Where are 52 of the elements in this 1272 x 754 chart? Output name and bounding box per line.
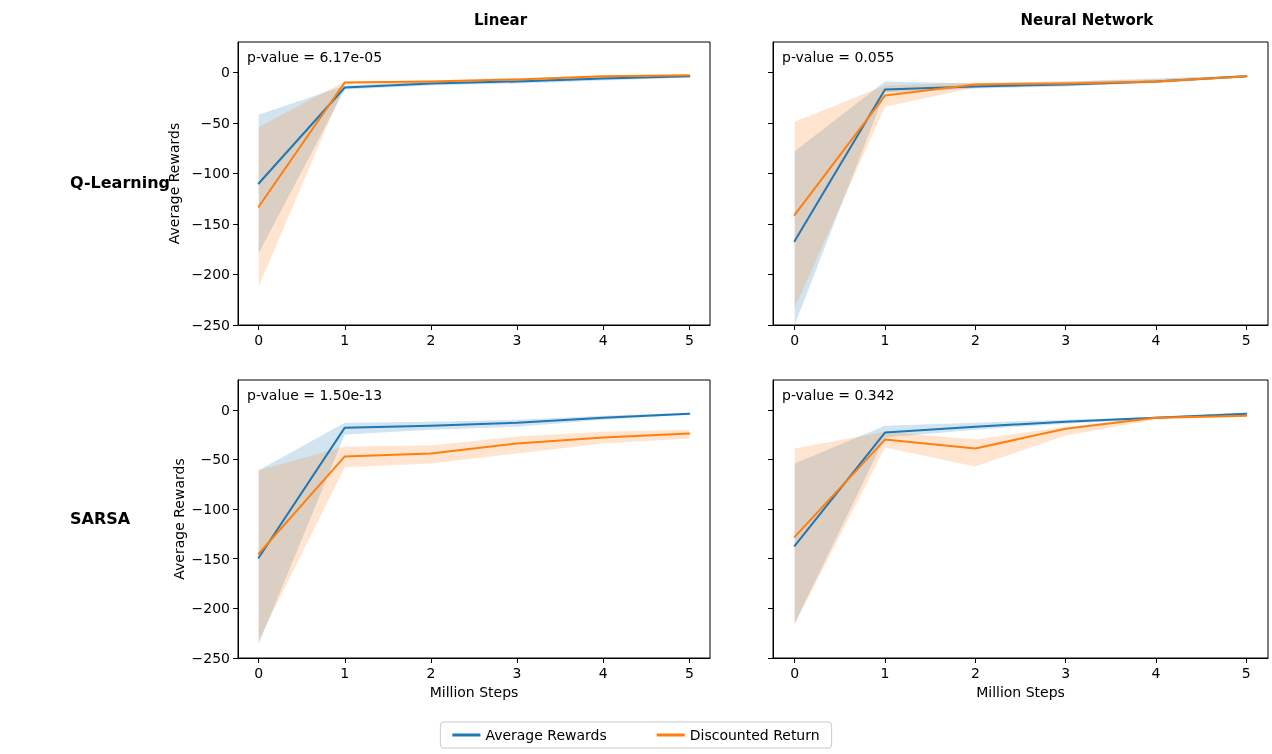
x-tick-label: 3 xyxy=(512,332,522,348)
annotation: p-value = 0.342 xyxy=(782,387,895,403)
x-tick-label: 3 xyxy=(512,665,522,681)
y-axis-title: Average Rewards xyxy=(171,458,187,580)
y-tick-label: 0 xyxy=(221,401,230,418)
x-tick-label: 3 xyxy=(1061,332,1071,348)
x-axis-title: Million Steps xyxy=(429,683,519,700)
x-tick-label: 2 xyxy=(426,332,436,348)
x-tick-label: 0 xyxy=(254,665,264,681)
y-tick-label: −200 xyxy=(191,600,230,617)
x-tick-label: 1 xyxy=(880,665,890,681)
x-tick-label: 4 xyxy=(1151,332,1161,348)
x-tick-label: 4 xyxy=(1151,665,1161,681)
x-tick-label: 5 xyxy=(1241,665,1251,681)
y-tick-label: −200 xyxy=(191,266,230,283)
line-series xyxy=(257,75,691,185)
y-tick-label: −50 xyxy=(200,114,230,131)
line-series xyxy=(257,412,691,559)
annotation: p-value = 0.055 xyxy=(782,49,895,65)
y-tick-label: −250 xyxy=(191,317,230,333)
x-tick-label: 0 xyxy=(790,332,800,348)
x-tick-label: 3 xyxy=(1061,665,1071,681)
y-tick-label: −50 xyxy=(200,451,230,468)
text: SARSA xyxy=(70,508,131,528)
x-tick-label: 2 xyxy=(426,665,436,681)
y-tick-label: −100 xyxy=(191,501,230,518)
x-tick-label: 0 xyxy=(790,665,800,681)
line-series xyxy=(257,432,691,555)
x-tick-label: 2 xyxy=(970,332,980,348)
x-tick-label: 2 xyxy=(970,665,980,681)
x-tick-label: 1 xyxy=(340,332,350,348)
chart-title: Neural Network xyxy=(1020,10,1155,29)
x-tick-label: 0 xyxy=(254,332,264,348)
annotation: p-value = 6.17e-05 xyxy=(247,49,383,65)
line-series xyxy=(257,74,691,208)
x-tick-label: 1 xyxy=(340,665,350,681)
x-tick-label: 1 xyxy=(880,332,890,348)
legend-label: Average Rewards xyxy=(485,727,607,743)
x-tick-label: 5 xyxy=(1241,332,1251,348)
x-tick-label: 5 xyxy=(684,665,694,681)
x-tick-label: 4 xyxy=(598,665,608,681)
y-tick-label: −250 xyxy=(191,650,230,666)
y-tick-label: −150 xyxy=(191,550,230,567)
y-tick-label: −100 xyxy=(191,165,230,182)
annotation: p-value = 1.50e-13 xyxy=(247,387,383,403)
y-tick-label: 0 xyxy=(221,64,230,81)
x-tick-label: 5 xyxy=(684,332,694,348)
chart-title: Linear xyxy=(474,10,528,29)
x-axis-title: Million Steps xyxy=(976,683,1065,700)
y-tick-label: −150 xyxy=(191,215,230,232)
x-tick-label: 4 xyxy=(598,332,608,348)
legend-label: Discounted Return xyxy=(689,727,820,743)
